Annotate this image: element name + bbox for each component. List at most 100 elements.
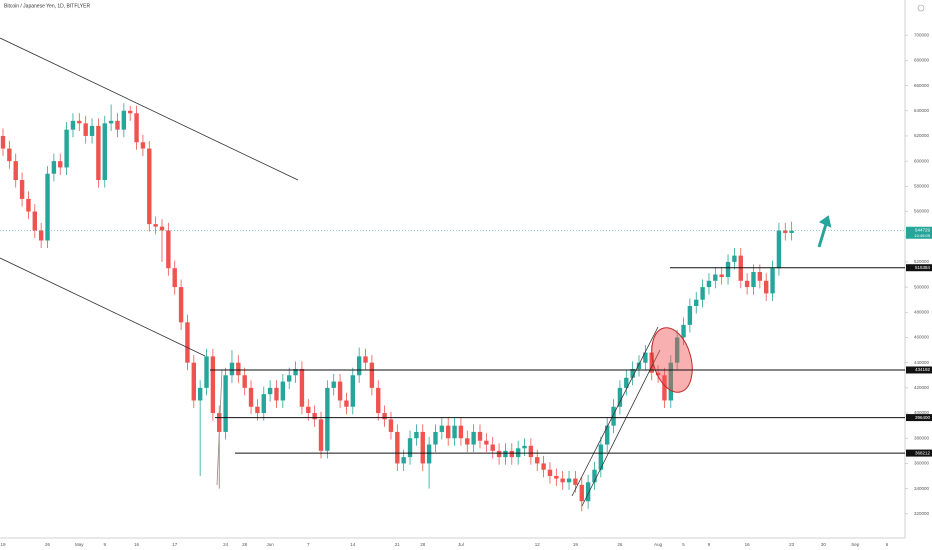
candle-body (655, 372, 661, 376)
trend-line (0, 37, 299, 181)
candle-body (700, 287, 705, 300)
x-tick-label: May (75, 542, 84, 547)
candle-body (331, 381, 336, 388)
x-tick-label: 30 (821, 542, 827, 547)
candle-body (783, 230, 788, 233)
candle-body (617, 387, 623, 407)
x-tick-label: 26 (45, 542, 51, 547)
candle-body (420, 431, 425, 464)
candle-body (172, 268, 177, 288)
level-label-box (906, 414, 932, 422)
y-tick-label: 600000 (914, 158, 930, 163)
candle-body (363, 356, 368, 363)
candle-body (96, 125, 101, 181)
highlight-ellipse (651, 327, 693, 393)
candle-body (744, 280, 750, 288)
candle-body (255, 406, 260, 414)
candle-body (770, 268, 775, 294)
candle-body (115, 120, 120, 130)
candle-body (350, 375, 355, 407)
x-tick-label: 7 (307, 542, 310, 547)
level-label: 434192 (915, 367, 931, 372)
candle-body (45, 173, 50, 241)
candle-body (719, 274, 724, 278)
candle-body (287, 375, 292, 382)
y-tick-label: 380000 (914, 435, 930, 440)
level-label-box (906, 264, 932, 272)
candle-body (789, 230, 794, 233)
x-tick-label: 6 (886, 542, 889, 547)
candle-body (681, 324, 686, 338)
candle-body (248, 387, 254, 407)
candle-body (369, 362, 375, 388)
x-tick-label: 17 (172, 542, 178, 547)
y-tick-label: 700000 (914, 32, 930, 37)
candle-body (560, 478, 565, 483)
y-tick-label: 580000 (914, 184, 930, 189)
candle-body (376, 387, 381, 414)
candle-body (566, 478, 572, 483)
candle-body (38, 230, 44, 241)
candle-body (153, 224, 158, 227)
candle-body (7, 148, 12, 162)
candle-body (223, 375, 228, 432)
candle-body (611, 406, 616, 426)
x-tick-label: 16 (745, 542, 751, 547)
candle-body (433, 431, 438, 445)
candle-body (83, 123, 88, 136)
level-label: 396400 (915, 415, 931, 420)
candle-body (19, 180, 25, 199)
candle-body (312, 413, 317, 420)
candle-body (414, 431, 419, 439)
y-tick-label: 440000 (914, 360, 930, 365)
candle-body (32, 211, 37, 231)
candle-body (649, 352, 654, 373)
trend-line (0, 257, 206, 357)
candle-body (77, 120, 82, 124)
candle-body (382, 413, 387, 420)
candle-body (204, 356, 209, 388)
candle-body (108, 120, 114, 124)
candle-body (458, 425, 464, 439)
candle-body (585, 482, 591, 502)
candle-body (89, 125, 95, 136)
candle-body (528, 445, 534, 458)
candle-body (541, 463, 546, 470)
candle-body (706, 280, 712, 288)
candle-body (674, 337, 680, 363)
y-tick-label: 420000 (914, 385, 930, 390)
candle-body (280, 381, 286, 401)
y-tick-label: 320000 (914, 511, 930, 516)
x-tick-label: 26 (617, 542, 623, 547)
x-tick-label: 28 (242, 542, 248, 547)
candle-body (643, 352, 648, 363)
last-price-box (906, 226, 932, 239)
candle-body (58, 161, 63, 168)
candle-body (598, 444, 604, 470)
candle-body (509, 450, 514, 458)
candle-body (395, 431, 400, 464)
x-tick-label: 19 (573, 542, 579, 547)
candle-body (751, 271, 756, 288)
candle-body (439, 425, 445, 432)
candle-body (452, 425, 457, 439)
candle-body (318, 419, 324, 451)
candle-body (426, 444, 432, 464)
y-tick-label: 400000 (914, 410, 930, 415)
candle-body (388, 419, 394, 432)
candle-body (70, 120, 76, 130)
x-tick-label: 12 (535, 542, 541, 547)
y-tick-label: 640000 (914, 108, 930, 113)
candle-body (776, 230, 782, 269)
last-price-label: 544729 (915, 227, 931, 232)
candle-body (496, 450, 502, 458)
candle-body (306, 406, 311, 414)
candle-body (484, 440, 489, 445)
settings-icon[interactable] (917, 4, 925, 12)
candle-body (344, 400, 349, 407)
candle-body (636, 362, 642, 369)
countdown-label: 10:45:09 (914, 233, 930, 238)
y-tick-label: 620000 (914, 133, 930, 138)
candle-body (128, 110, 133, 114)
trend-line (571, 326, 659, 497)
